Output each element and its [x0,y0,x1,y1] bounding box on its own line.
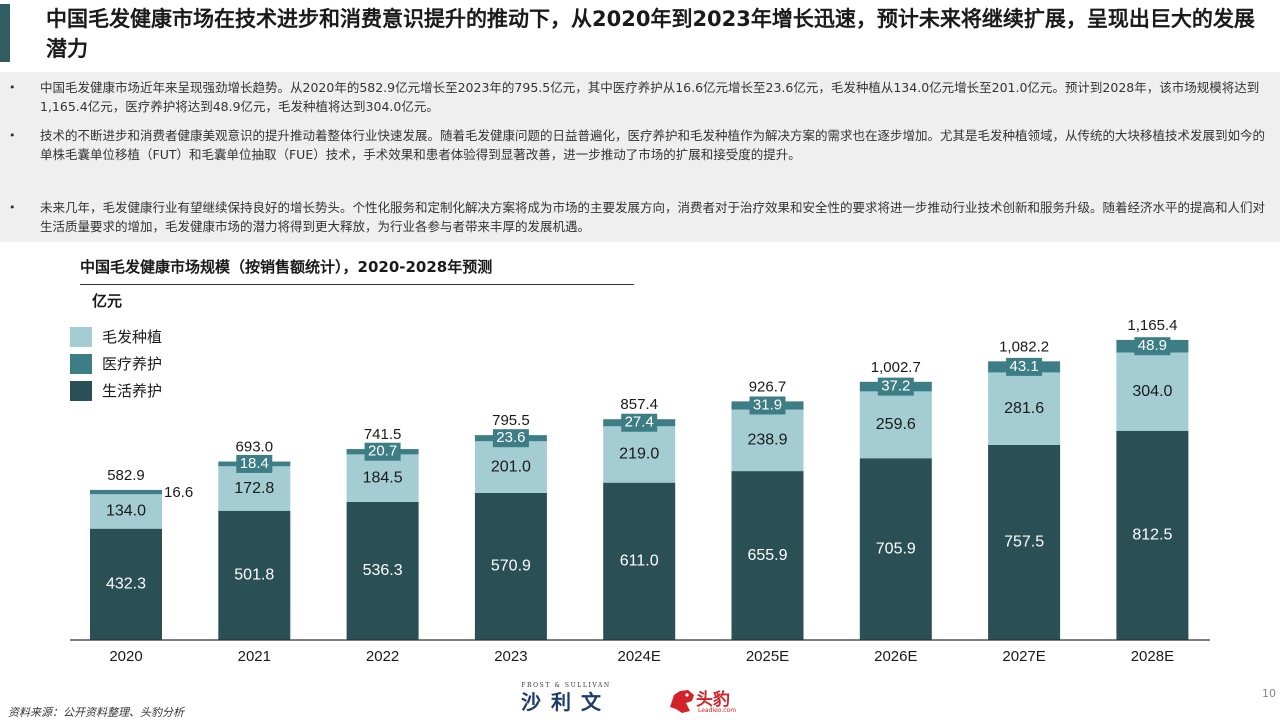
data-label-total: 741.5 [364,426,402,443]
data-label-hair-transplant: 238.9 [747,432,787,449]
page-title: 中国毛发健康市场在技术进步和消费意识提升的推动下，从2020年到2023年增长迅… [46,7,1255,61]
leadleo-logo-cn: 头豹 [696,690,730,710]
data-label-daily-care: 705.9 [876,540,916,557]
data-label-total: 1,082.2 [999,338,1049,355]
bar-segment-daily-care [603,482,676,640]
data-label-hair-transplant: 134.0 [106,503,146,520]
data-label-hair-transplant: 281.6 [1004,400,1044,417]
bar-segment-hair-transplant [218,466,291,511]
bar-segment-hair-transplant [90,494,162,529]
data-label-daily-care: 757.5 [1004,534,1044,551]
bullet-marker: • [9,201,16,214]
legend-label: 医疗养护 [102,355,163,373]
data-label-total: 1,165.4 [1127,317,1177,334]
legend-swatch [70,354,92,374]
bar-segment-daily-care [731,471,804,640]
bar-segment-daily-care [218,510,291,640]
x-tick-label: 2021 [238,648,271,665]
legend-swatch [70,327,92,347]
bar-segment-hair-transplant [859,391,932,459]
bar-segment-daily-care [1116,430,1189,640]
data-label-box-medical-care [1134,337,1171,356]
data-label-daily-care: 501.8 [234,567,274,584]
data-label-daily-care: 812.5 [1132,527,1172,544]
data-label-medical-care: 16.6 [164,484,193,501]
bar-segment-hair-transplant [731,409,804,472]
bar-segment-hair-transplant [346,454,419,502]
data-label-medical-care: 43.1 [1009,358,1038,375]
data-label-medical-care: 20.7 [368,443,397,460]
bar-segment-hair-transplant [1116,352,1189,431]
page-number: 10 [1262,687,1276,700]
data-label-box-medical-care [236,454,273,473]
bullet-text: 未来几年，毛发健康行业有望继续保持良好的增长势头。个性化服务和定制化解决方案将成… [40,200,1266,234]
x-tick-label: 2026E [874,648,917,665]
title-accent-bar [0,4,10,62]
frost-sullivan-logo-en: FROST & SULLIVAN [521,682,611,689]
data-label-medical-care: 48.9 [1138,337,1167,354]
data-label-box-medical-care [364,442,401,461]
legend-label: 毛发种植 [102,328,163,346]
data-label-medical-care: 37.2 [881,378,910,395]
data-label-box-medical-care [749,396,786,415]
data-label-daily-care: 570.9 [491,558,531,575]
bar-segment-daily-care [90,528,162,640]
data-label-hair-transplant: 304.0 [1132,383,1172,400]
data-label-box-medical-care [492,429,529,448]
data-label-hair-transplant: 219.0 [619,446,659,463]
legend-label: 生活养护 [102,382,163,400]
stacked-bar-chart: 432.3 134.0 16.6 582.9 2020 501.8 172.8 18.4693… [70,317,1210,665]
bullet-text: 技术的不断进步和消费者健康美观意识的提升推动着整体行业快速发展。随着毛发健康问题… [40,128,1266,162]
bar-segment-hair-transplant [603,426,676,483]
source-note: 资料来源：公开资料整理、头豹分析 [8,706,184,719]
x-tick-label: 2020 [109,648,142,665]
data-label-box-medical-care [1006,357,1043,376]
legend-swatch [70,381,92,401]
chart-title: 中国毛发健康市场规模（按销售额统计），2020-2028年预测 [80,256,634,285]
bar-segment-hair-transplant [988,372,1061,445]
data-label-total: 693.0 [236,439,274,456]
x-tick-label: 2027E [1002,648,1045,665]
bar-segment-daily-care [859,458,932,640]
frost-sullivan-logo: FROST & SULLIVAN 沙利文 [506,682,626,718]
x-tick-label: 2028E [1131,648,1174,665]
bar-segment-daily-care [474,492,547,640]
summary-bullets: • 中国毛发健康市场近年来呈现强劲增长趋势。从2020年的582.9亿元增长至2… [0,72,1280,242]
data-label-daily-care: 432.3 [106,576,146,593]
x-tick-label: 2023 [494,648,527,665]
bullet-marker: • [9,129,16,142]
data-label-medical-care: 27.4 [625,414,654,431]
data-label-total: 582.9 [107,467,145,484]
data-label-daily-care: 611.0 [620,553,659,570]
frost-sullivan-logo-cn: 沙利文 [521,690,611,714]
x-tick-label: 2025E [746,648,789,665]
data-label-box-medical-care [877,377,914,396]
data-label-medical-care: 23.6 [496,429,525,446]
bar-segment-daily-care [988,444,1061,640]
x-tick-label: 2024E [618,648,661,665]
data-label-hair-transplant: 259.6 [876,416,916,433]
bar-segment-medical-care [90,489,162,495]
data-label-hair-transplant: 172.8 [234,480,274,497]
leadleo-logo: 头豹 Leadleo.com [668,684,748,718]
leadleo-logo-url: Leadleo.com [698,707,737,714]
data-label-hair-transplant: 184.5 [363,469,403,486]
leopard-icon [670,690,694,713]
data-label-medical-care: 18.4 [240,455,269,472]
chart-unit-label: 亿元 [92,292,123,310]
data-label-total: 795.5 [492,412,530,429]
bullet-marker: • [9,81,16,94]
data-label-hair-transplant: 201.0 [491,458,531,475]
data-label-daily-care: 536.3 [363,562,403,579]
bar-segment-daily-care [346,501,419,640]
bullet-text: 中国毛发健康市场近年来呈现强劲增长趋势。从2020年的582.9亿元增长至202… [40,80,1260,114]
x-tick-label: 2022 [366,648,399,665]
data-label-total: 926.7 [749,378,787,395]
bar-segment-hair-transplant [474,441,547,493]
data-label-total: 1,002.7 [871,359,921,376]
data-label-total: 857.4 [620,396,658,413]
data-label-box-medical-care [621,413,658,432]
data-label-daily-care: 655.9 [747,547,787,564]
data-label-medical-care: 31.9 [753,396,782,413]
